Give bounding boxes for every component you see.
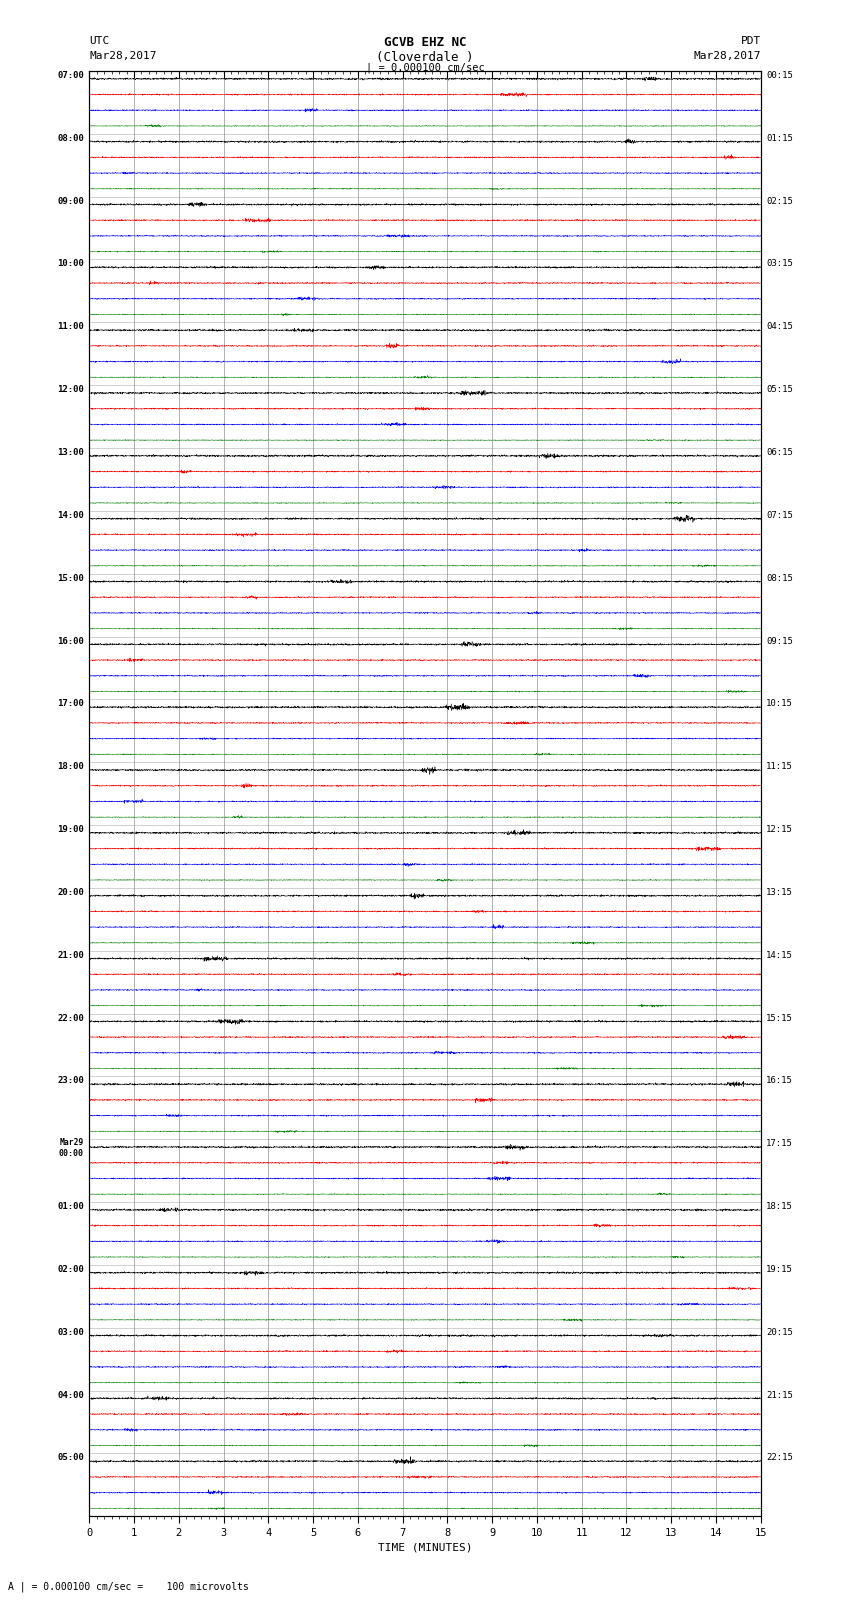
Text: Mar29: Mar29 [60, 1137, 84, 1147]
Text: 02:15: 02:15 [766, 197, 793, 205]
Text: 23:00: 23:00 [57, 1076, 84, 1086]
Text: | = 0.000100 cm/sec: | = 0.000100 cm/sec [366, 63, 484, 74]
Text: 04:00: 04:00 [57, 1390, 84, 1400]
Text: 03:00: 03:00 [57, 1327, 84, 1337]
Text: 13:15: 13:15 [766, 887, 793, 897]
Text: 22:00: 22:00 [57, 1013, 84, 1023]
Text: 15:00: 15:00 [57, 574, 84, 582]
Text: 13:00: 13:00 [57, 448, 84, 456]
Text: 08:00: 08:00 [57, 134, 84, 144]
Text: 19:00: 19:00 [57, 824, 84, 834]
Text: 14:00: 14:00 [57, 511, 84, 519]
Text: 02:00: 02:00 [57, 1265, 84, 1274]
Text: 20:15: 20:15 [766, 1327, 793, 1337]
Text: 07:15: 07:15 [766, 511, 793, 519]
Text: 05:15: 05:15 [766, 386, 793, 394]
Text: 22:15: 22:15 [766, 1453, 793, 1463]
Text: 17:00: 17:00 [57, 700, 84, 708]
Text: 00:00: 00:00 [59, 1150, 84, 1158]
Text: 10:00: 10:00 [57, 260, 84, 268]
Text: 21:15: 21:15 [766, 1390, 793, 1400]
Text: 21:00: 21:00 [57, 950, 84, 960]
Text: 05:00: 05:00 [57, 1453, 84, 1463]
Text: 12:15: 12:15 [766, 824, 793, 834]
Text: PDT: PDT [740, 37, 761, 47]
Text: Mar28,2017: Mar28,2017 [89, 50, 156, 61]
Text: 11:00: 11:00 [57, 323, 84, 331]
Text: 16:15: 16:15 [766, 1076, 793, 1086]
Text: 00:15: 00:15 [766, 71, 793, 81]
Text: 12:00: 12:00 [57, 386, 84, 394]
Text: 20:00: 20:00 [57, 887, 84, 897]
Text: 10:15: 10:15 [766, 700, 793, 708]
Text: UTC: UTC [89, 37, 110, 47]
Text: 01:00: 01:00 [57, 1202, 84, 1211]
Text: 03:15: 03:15 [766, 260, 793, 268]
Text: 06:15: 06:15 [766, 448, 793, 456]
Text: 15:15: 15:15 [766, 1013, 793, 1023]
Text: 18:15: 18:15 [766, 1202, 793, 1211]
Text: 17:15: 17:15 [766, 1139, 793, 1148]
Text: 18:00: 18:00 [57, 763, 84, 771]
Text: 11:15: 11:15 [766, 763, 793, 771]
Text: 16:00: 16:00 [57, 637, 84, 645]
Text: 01:15: 01:15 [766, 134, 793, 144]
Text: 09:15: 09:15 [766, 637, 793, 645]
Text: GCVB EHZ NC: GCVB EHZ NC [383, 37, 467, 50]
X-axis label: TIME (MINUTES): TIME (MINUTES) [377, 1542, 473, 1552]
Text: 09:00: 09:00 [57, 197, 84, 205]
Text: (Cloverdale ): (Cloverdale ) [377, 50, 473, 65]
Text: A | = 0.000100 cm/sec =    100 microvolts: A | = 0.000100 cm/sec = 100 microvolts [8, 1581, 249, 1592]
Text: 08:15: 08:15 [766, 574, 793, 582]
Text: 07:00: 07:00 [57, 71, 84, 81]
Text: 04:15: 04:15 [766, 323, 793, 331]
Text: 19:15: 19:15 [766, 1265, 793, 1274]
Text: 14:15: 14:15 [766, 950, 793, 960]
Text: Mar28,2017: Mar28,2017 [694, 50, 761, 61]
